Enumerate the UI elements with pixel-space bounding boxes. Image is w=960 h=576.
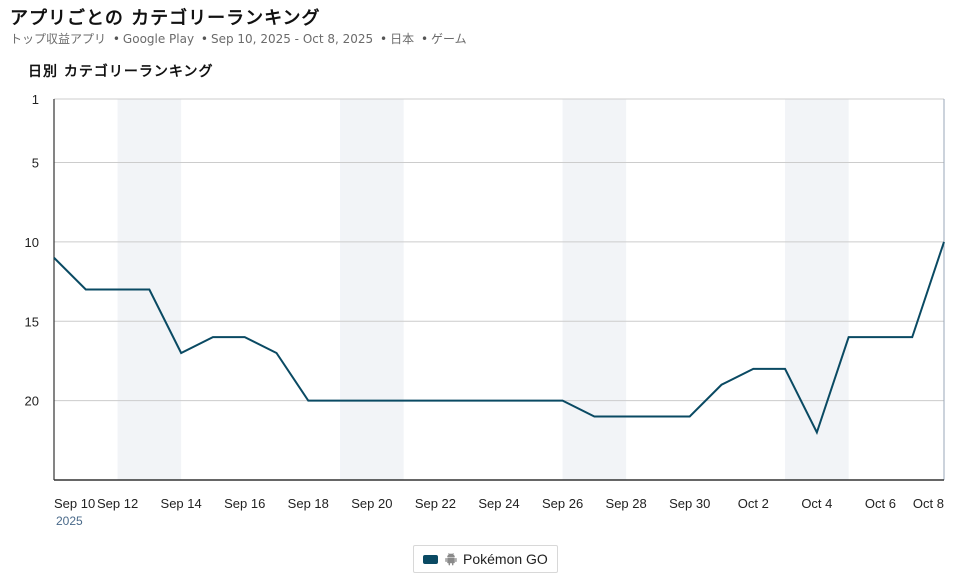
data-point[interactable] bbox=[401, 398, 407, 404]
subtitle-platform: Google Play bbox=[122, 32, 195, 46]
x-axis-ticks: Sep 10 Sep 12 Sep 14 Sep 16 Sep 18 Sep 20 Sep … bbox=[54, 496, 944, 528]
y-tick-label: 15 bbox=[25, 314, 39, 329]
subtitle-country: 日本 bbox=[390, 32, 415, 46]
x-tick-label: Sep 22 bbox=[415, 496, 456, 511]
data-point[interactable] bbox=[274, 350, 280, 356]
data-point[interactable] bbox=[560, 398, 566, 404]
data-point[interactable] bbox=[51, 255, 57, 261]
subtitle-separator: • bbox=[200, 32, 208, 46]
y-tick-label: 10 bbox=[25, 235, 39, 250]
data-point[interactable] bbox=[369, 398, 375, 404]
y-tick-label: 1 bbox=[32, 92, 39, 107]
legend-swatch bbox=[423, 554, 438, 564]
legend-item-pokemon-go[interactable]: Pokémon GO bbox=[413, 545, 558, 573]
data-point[interactable] bbox=[178, 350, 184, 356]
data-point[interactable] bbox=[496, 398, 502, 404]
subtitle-separator: • bbox=[112, 32, 120, 46]
subtitle-category: ゲーム bbox=[431, 32, 467, 46]
data-point[interactable] bbox=[591, 414, 597, 420]
x-year-label: 2025 bbox=[56, 514, 83, 528]
weekend-bands bbox=[117, 99, 849, 480]
data-point[interactable] bbox=[305, 398, 311, 404]
x-tick-label: Oct 6 bbox=[865, 496, 896, 511]
x-tick-label: Sep 16 bbox=[224, 496, 265, 511]
x-tick-label: Sep 24 bbox=[478, 496, 519, 511]
data-point[interactable] bbox=[115, 287, 121, 293]
subtitle-date-range: Sep 10, 2025 - Oct 8, 2025 bbox=[210, 32, 374, 46]
data-point[interactable] bbox=[337, 398, 343, 404]
data-point[interactable] bbox=[750, 366, 756, 372]
weekend-band bbox=[785, 99, 849, 480]
data-point[interactable] bbox=[687, 414, 693, 420]
axes bbox=[53, 99, 945, 481]
x-tick-label: Oct 2 bbox=[738, 496, 769, 511]
data-point[interactable] bbox=[846, 334, 852, 340]
x-tick-label: Sep 28 bbox=[606, 496, 647, 511]
data-point[interactable] bbox=[146, 287, 152, 293]
data-point[interactable] bbox=[464, 398, 470, 404]
page-title: アプリごとの カテゴリーランキング bbox=[10, 8, 321, 29]
x-tick-label: Sep 20 bbox=[351, 496, 392, 511]
data-point[interactable] bbox=[528, 398, 534, 404]
data-point[interactable] bbox=[432, 398, 438, 404]
data-point[interactable] bbox=[782, 366, 788, 372]
weekend-band bbox=[562, 99, 627, 480]
legend-label: Pokémon GO bbox=[463, 551, 548, 567]
data-point[interactable] bbox=[814, 429, 820, 435]
x-tick-label: Sep 30 bbox=[669, 496, 710, 511]
data-point[interactable] bbox=[909, 334, 915, 340]
data-point[interactable] bbox=[210, 334, 216, 340]
x-tick-label: Oct 4 bbox=[801, 496, 832, 511]
page-subtitle: トップ収益アプリ • Google Play • Sep 10, 2025 - Oc… bbox=[10, 30, 467, 47]
x-tick-label: Oct 8 bbox=[913, 496, 944, 511]
data-point[interactable] bbox=[877, 334, 883, 340]
data-point[interactable] bbox=[83, 287, 89, 293]
x-tick-label: Sep 12 bbox=[97, 496, 138, 511]
data-point[interactable] bbox=[719, 382, 725, 388]
data-point[interactable] bbox=[242, 334, 248, 340]
data-point[interactable] bbox=[941, 239, 947, 245]
x-tick-label: Sep 26 bbox=[542, 496, 583, 511]
x-tick-label: Sep 10 bbox=[54, 496, 95, 511]
x-tick-label: Sep 18 bbox=[288, 496, 329, 511]
android-icon bbox=[445, 552, 457, 566]
weekend-band bbox=[340, 99, 404, 480]
series-line[interactable] bbox=[53, 241, 945, 435]
data-point[interactable] bbox=[623, 414, 629, 420]
y-tick-label: 20 bbox=[25, 394, 39, 409]
data-point[interactable] bbox=[655, 414, 661, 420]
subtitle-separator: • bbox=[420, 32, 429, 46]
subtitle-list: トップ収益アプリ bbox=[10, 32, 107, 46]
series-group[interactable] bbox=[51, 239, 947, 436]
x-tick-label: Sep 14 bbox=[161, 496, 202, 511]
chart-title: 日別 カテゴリーランキング bbox=[28, 64, 214, 80]
y-tick-label: 5 bbox=[32, 156, 39, 171]
subtitle-separator: • bbox=[380, 32, 388, 46]
